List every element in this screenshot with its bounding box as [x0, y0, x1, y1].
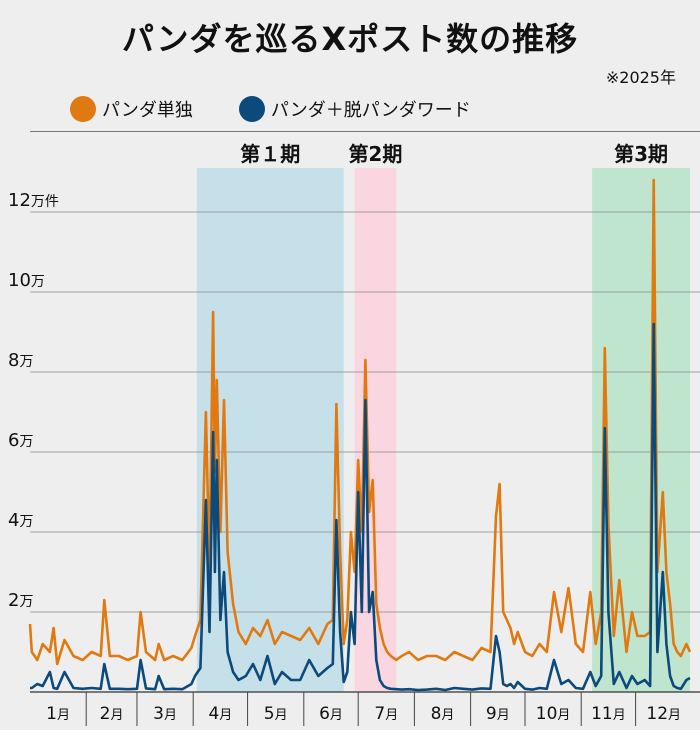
- legend-dot-blue: [238, 96, 265, 122]
- x-tick-label: 8月: [431, 704, 455, 724]
- legend-item-panda-plus: パンダ＋脱パンダワード: [238, 96, 471, 122]
- x-tick-label: 11月: [591, 704, 626, 724]
- y-tick-label: 12万件: [8, 190, 59, 211]
- legend-label-panda-plus: パンダ＋脱パンダワード: [270, 100, 471, 121]
- y-tick-label: 10万: [8, 270, 45, 291]
- y-tick-label: 4万: [8, 510, 33, 531]
- year-note: ※2025年: [605, 68, 676, 87]
- y-tick-label: 6万: [8, 430, 33, 451]
- legend: パンダ単独 パンダ＋脱パンダワード: [70, 96, 471, 122]
- x-tick-label: 9月: [486, 704, 510, 724]
- x-tick-label: 5月: [264, 704, 288, 724]
- period-label-1: 第１期: [240, 142, 300, 166]
- chart-title: パンダを巡るXポスト数の推移: [121, 20, 579, 58]
- period-label-3: 第3期: [614, 142, 668, 166]
- y-tick-label: 8万: [8, 350, 33, 371]
- x-tick-label: 3月: [153, 704, 177, 724]
- x-tick-label: 10月: [536, 704, 571, 724]
- x-tick-label: 2月: [100, 704, 124, 724]
- legend-dot-orange: [70, 96, 96, 122]
- x-tick-label: 12月: [646, 704, 681, 724]
- x-tick-label: 7月: [374, 704, 398, 724]
- x-tick-label: 6月: [319, 704, 343, 724]
- series-line-2: [30, 322, 691, 692]
- y-tick-label: 2万: [8, 590, 33, 611]
- legend-item-panda-only: パンダ単独: [70, 96, 193, 122]
- period-band-2: [354, 168, 397, 692]
- legend-label-panda-only: パンダ単独: [102, 100, 193, 121]
- header-divider: [30, 131, 700, 132]
- period-label-2: 第2期: [348, 142, 402, 166]
- x-tick-label: 4月: [208, 704, 232, 724]
- x-tick-label: 1月: [46, 704, 70, 724]
